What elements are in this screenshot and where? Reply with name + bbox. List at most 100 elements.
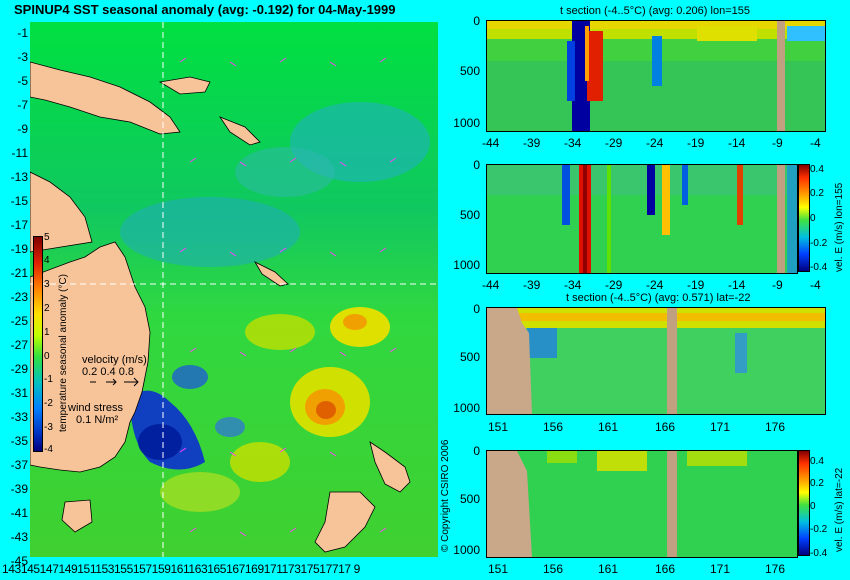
colorbar-tick: 0.2 bbox=[810, 188, 824, 199]
x-tick: 161 bbox=[598, 420, 619, 434]
velocity-legend-scale: 0.2 0.4 0.8 bbox=[82, 366, 134, 378]
lat-tick: -45 bbox=[10, 554, 28, 568]
panel3-section[interactable] bbox=[486, 307, 826, 415]
x-tick: -9 bbox=[772, 278, 783, 292]
sst-map[interactable] bbox=[30, 22, 438, 557]
panel4-colorbar-ticks: 0.4 0.2 0 -0.2 -0.4 bbox=[810, 452, 830, 562]
x-tick: 171 bbox=[710, 562, 731, 576]
lat-tick: -27 bbox=[10, 338, 28, 352]
colorbar-tick: -3 bbox=[44, 422, 53, 433]
x-tick: -34 bbox=[564, 136, 582, 150]
x-tick: 151 bbox=[488, 420, 509, 434]
lat-tick: -39 bbox=[10, 482, 28, 496]
velocity-legend-arrows bbox=[86, 376, 146, 388]
x-tick: -44 bbox=[482, 278, 500, 292]
lat-tick: -43 bbox=[10, 530, 28, 544]
lat-tick: -29 bbox=[10, 362, 28, 376]
x-tick: -39 bbox=[523, 136, 541, 150]
x-tick: 156 bbox=[543, 562, 564, 576]
colorbar-tick: 1 bbox=[44, 327, 50, 338]
x-tick: -39 bbox=[523, 278, 541, 292]
panel1-yaxis: 0 500 1000 bbox=[452, 14, 482, 134]
lat-tick: -3 bbox=[17, 50, 28, 64]
x-tick: 171 bbox=[710, 420, 731, 434]
new-britain-land bbox=[158, 76, 211, 95]
colorbar-tick: -0.2 bbox=[810, 238, 828, 249]
panel3-yaxis: 0 500 1000 bbox=[452, 302, 482, 418]
colorbar-tick: -0.4 bbox=[810, 262, 828, 273]
x-tick: 166 bbox=[655, 420, 676, 434]
panel2-colorbar-ticks: 0.4 0.2 0 -0.2 -0.4 bbox=[810, 164, 830, 274]
x-tick: -29 bbox=[605, 136, 623, 150]
lat-tick: -23 bbox=[10, 290, 28, 304]
colorbar-tick: 5 bbox=[44, 232, 50, 243]
y-tick: 1000 bbox=[453, 543, 480, 557]
lat-tick: -37 bbox=[10, 458, 28, 472]
map-title: SPINUP4 SST seasonal anomaly (avg: -0.19… bbox=[14, 2, 396, 17]
x-tick: 176 bbox=[765, 420, 786, 434]
panel2-side-label: vel. E (m/s) lon=155 bbox=[834, 182, 845, 272]
cool-anomaly-patches bbox=[120, 102, 430, 470]
colorbar-tick: 0.4 bbox=[810, 164, 824, 175]
colorbar-tick: -0.4 bbox=[810, 548, 828, 559]
panel3-xaxis: 151 156 161 166 171 176 bbox=[480, 420, 830, 434]
x-tick: -24 bbox=[646, 278, 664, 292]
panel2-section[interactable] bbox=[486, 164, 798, 274]
new-guinea-land bbox=[30, 61, 181, 135]
x-tick: -44 bbox=[482, 136, 500, 150]
y-tick: 500 bbox=[459, 64, 480, 78]
warm-anomaly-patches bbox=[160, 307, 390, 512]
panel1-section[interactable] bbox=[486, 20, 826, 132]
lat-tick: -15 bbox=[10, 194, 28, 208]
lat-tick: -9 bbox=[17, 122, 28, 136]
lat-tick: -25 bbox=[10, 314, 28, 328]
colorbar-tick: 2 bbox=[44, 303, 50, 314]
colorbar-tick: 0.2 bbox=[810, 478, 824, 489]
panel4-side-label: vel. E (m/s) lat=-22 bbox=[834, 467, 845, 552]
lat-tick: -11 bbox=[11, 146, 28, 160]
x-tick: 176 bbox=[765, 562, 786, 576]
x-tick: 161 bbox=[598, 562, 619, 576]
lat-tick: -5 bbox=[17, 74, 28, 88]
colorbar-tick: 0 bbox=[810, 213, 816, 224]
y-tick: 1000 bbox=[453, 258, 480, 272]
velocity-arrows bbox=[179, 57, 397, 537]
lat-tick: -31 bbox=[10, 386, 28, 400]
x-tick: -14 bbox=[728, 136, 746, 150]
colorbar-tick: -0.2 bbox=[810, 524, 828, 535]
colorbar-tick: 0 bbox=[44, 351, 50, 362]
panel4-colorbar bbox=[798, 450, 810, 556]
x-tick: -29 bbox=[605, 278, 623, 292]
y-tick: 0 bbox=[473, 14, 480, 28]
x-tick: -19 bbox=[687, 278, 705, 292]
colorbar-tick: 0 bbox=[810, 501, 816, 512]
colorbar-tick: 0.4 bbox=[810, 456, 824, 467]
lat-axis: -1 -3 -5 -7 -9 -11 -13 -15 -17 -19 -21 -… bbox=[0, 26, 28, 568]
colorbar-ticks: 5 4 3 2 1 0 -1 -2 -3 -4 bbox=[44, 232, 58, 455]
temperature-colorbar bbox=[33, 236, 43, 452]
lat-tick: -7 bbox=[17, 98, 28, 112]
y-tick: 0 bbox=[473, 302, 480, 316]
colorbar-tick: -1 bbox=[44, 374, 53, 385]
cape-york-land bbox=[30, 171, 93, 253]
x-tick: -4 bbox=[810, 136, 821, 150]
x-tick: 151 bbox=[488, 562, 509, 576]
australia-land bbox=[30, 241, 151, 473]
x-tick: 166 bbox=[655, 562, 676, 576]
wind-legend-scale: 0.1 N/m² bbox=[76, 414, 119, 426]
panel4-yaxis: 0 500 1000 bbox=[452, 444, 482, 560]
lat-tick: -21 bbox=[10, 266, 28, 280]
y-tick: 0 bbox=[473, 444, 480, 458]
lat-tick: -19 bbox=[10, 242, 28, 256]
lat-tick: -17 bbox=[10, 218, 28, 232]
wind-legend-title: wind stress bbox=[68, 402, 124, 414]
panel1-title: t section (-4..5°C) (avg: 0.206) lon=155 bbox=[560, 5, 750, 17]
y-tick: 0 bbox=[473, 158, 480, 172]
x-tick: -24 bbox=[646, 136, 664, 150]
panel4-section[interactable] bbox=[486, 450, 798, 558]
y-tick: 500 bbox=[459, 350, 480, 364]
x-tick: -19 bbox=[687, 136, 705, 150]
lon-axis: 1431451471491511531551571591611631651671… bbox=[2, 562, 360, 576]
lat-tick: -33 bbox=[10, 410, 28, 424]
panel2-xaxis: -44 -39 -34 -29 -24 -19 -14 -9 -4 bbox=[480, 278, 830, 292]
